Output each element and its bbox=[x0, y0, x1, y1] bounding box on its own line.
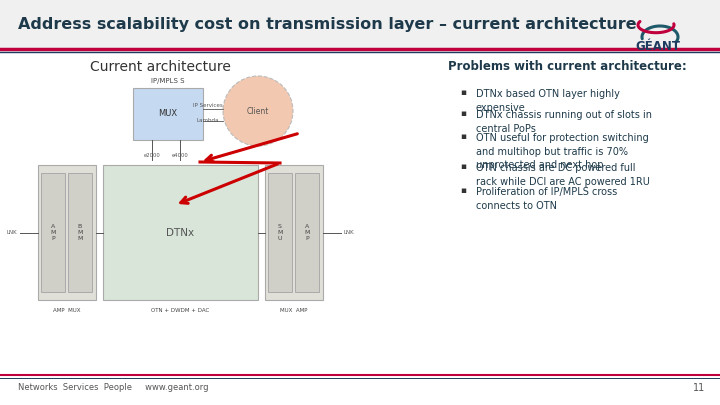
Text: ▪: ▪ bbox=[460, 162, 466, 171]
Text: MUX  AMP: MUX AMP bbox=[280, 308, 307, 313]
Text: A
M
P: A M P bbox=[305, 224, 310, 241]
Text: Problems with current architecture:: Problems with current architecture: bbox=[448, 60, 687, 73]
Circle shape bbox=[223, 76, 293, 146]
Bar bbox=[103, 165, 258, 300]
Text: DTNx based OTN layer highly
expensive: DTNx based OTN layer highly expensive bbox=[476, 89, 620, 113]
Text: 11: 11 bbox=[693, 383, 705, 393]
Text: Proliferation of IP/MPLS cross
connects to OTN: Proliferation of IP/MPLS cross connects … bbox=[476, 187, 617, 211]
Text: Networks  Services  People     www.geant.org: Networks Services People www.geant.org bbox=[18, 384, 209, 392]
Bar bbox=[41, 173, 65, 292]
Bar bbox=[133, 88, 203, 140]
Bar bbox=[68, 173, 92, 292]
Text: OTN chassis are DC powered full
rack while DCI are AC powered 1RU: OTN chassis are DC powered full rack whi… bbox=[476, 163, 650, 187]
Text: MUX: MUX bbox=[158, 109, 178, 119]
Text: ▪: ▪ bbox=[460, 88, 466, 97]
Text: Lambda: Lambda bbox=[197, 118, 220, 123]
Bar bbox=[295, 173, 319, 292]
Text: e2000: e2000 bbox=[143, 153, 161, 158]
Text: ▪: ▪ bbox=[460, 132, 466, 141]
Text: Address scalability cost on transmission layer – current architecture: Address scalability cost on transmission… bbox=[18, 17, 636, 32]
Bar bbox=[268, 173, 292, 292]
Text: OTN useful for protection switching
and multihop but traffic is 70%
unprotected : OTN useful for protection switching and … bbox=[476, 133, 649, 170]
Text: DTNx: DTNx bbox=[166, 228, 194, 237]
Text: B
M
M: B M M bbox=[77, 224, 83, 241]
Text: OTN + DWDM + DAC: OTN + DWDM + DAC bbox=[151, 308, 210, 313]
Bar bbox=[38, 165, 96, 300]
Text: S
M
U: S M U bbox=[277, 224, 283, 241]
Bar bbox=[265, 165, 323, 300]
Text: IP/MPLS S: IP/MPLS S bbox=[151, 78, 185, 84]
Text: AMP  MUX: AMP MUX bbox=[53, 308, 81, 313]
Text: LNK: LNK bbox=[343, 230, 354, 235]
Text: IP Services: IP Services bbox=[193, 103, 223, 108]
Text: ▪: ▪ bbox=[460, 186, 466, 195]
Text: ▪: ▪ bbox=[460, 109, 466, 118]
Text: DTNx chassis running out of slots in
central PoPs: DTNx chassis running out of slots in cen… bbox=[476, 110, 652, 134]
Text: e4000: e4000 bbox=[171, 153, 189, 158]
Text: GÉANT: GÉANT bbox=[636, 40, 680, 53]
Text: LNK: LNK bbox=[6, 230, 17, 235]
Text: Current architecture: Current architecture bbox=[89, 60, 230, 74]
Text: A
M
P: A M P bbox=[50, 224, 55, 241]
Text: Client: Client bbox=[247, 107, 269, 115]
Bar bbox=[0, 0, 720, 47]
